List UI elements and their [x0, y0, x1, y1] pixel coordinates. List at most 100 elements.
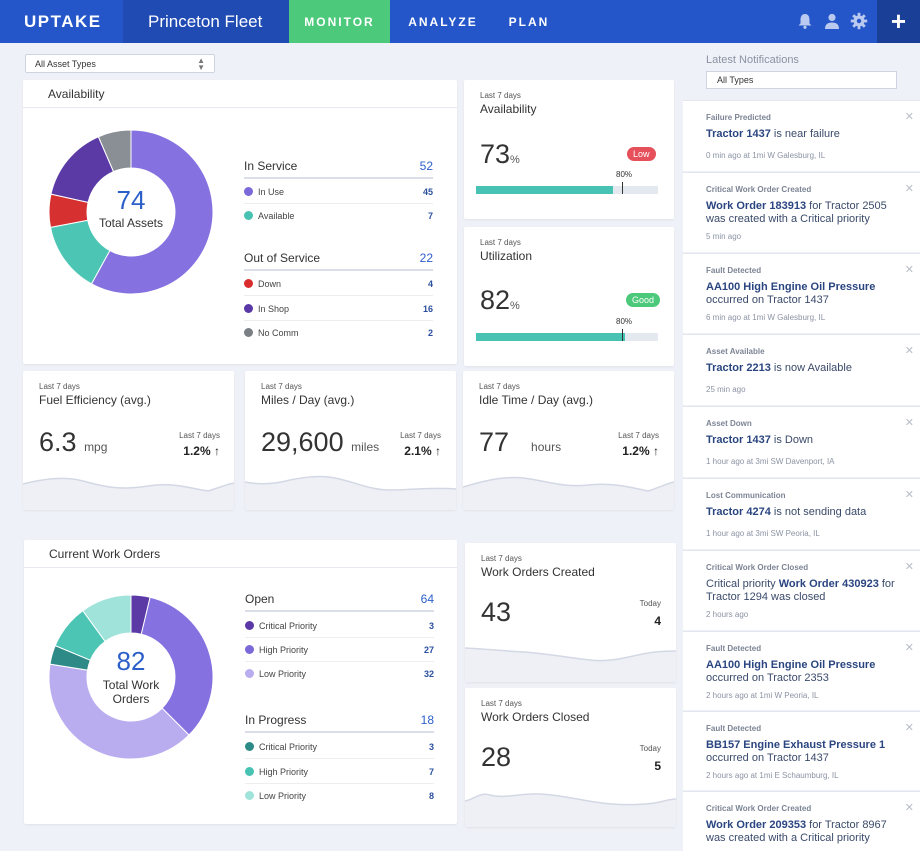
open-count: 64 [420, 592, 434, 606]
notification-item[interactable]: Fault Detected AA100 High Engine Oil Pre… [683, 631, 920, 710]
close-icon[interactable]: ✕ [904, 417, 914, 429]
donut-slice[interactable] [82, 594, 132, 643]
list-item[interactable]: Low Priority 8 [245, 784, 434, 808]
notification-subject[interactable]: BB157 Engine Exhaust Pressure 1 [706, 739, 886, 751]
priority-dot [245, 742, 254, 751]
period-label: Last 7 days [480, 238, 521, 247]
close-icon[interactable]: ✕ [904, 489, 914, 501]
status-dot [244, 187, 253, 196]
close-icon[interactable]: ✕ [904, 345, 914, 357]
notification-subject[interactable]: Work Order 430923 [778, 578, 879, 590]
notification-type: Asset Available [706, 347, 765, 356]
notification-item[interactable]: Asset Down Tractor 1437 is Down 1 hour a… [683, 406, 920, 477]
tab-plan[interactable]: PLAN [508, 14, 550, 29]
asset-type-select[interactable]: All Asset Types ▲ ▼ [25, 54, 215, 73]
list-item[interactable]: High Priority 27 [245, 638, 434, 662]
target-label: 80% [616, 170, 633, 179]
donut-slice[interactable] [97, 129, 132, 173]
close-icon[interactable]: ✕ [904, 642, 914, 654]
gear-icon[interactable] [850, 12, 868, 30]
notification-subject[interactable]: Tractor 4274 [706, 506, 771, 518]
notification-type: Critical Work Order Created [706, 185, 812, 194]
card-title: Work Orders Created [481, 565, 595, 579]
row-label: Down [258, 279, 282, 289]
notification-text: for Tractor 2505 was created with a Crit… [706, 200, 887, 225]
availability-number: 73 [480, 139, 511, 169]
metric-unit: miles [351, 440, 380, 454]
utilization-percent-card: Last 7 days Utilization 82% Good 80% [464, 227, 674, 366]
notification-message: Tractor 1437 is Down [706, 434, 896, 447]
notification-item[interactable]: Fault Detected BB157 Engine Exhaust Pres… [683, 711, 920, 790]
notification-subject[interactable]: Tractor 2213 [706, 362, 771, 374]
out-of-service-label: Out of Service [244, 251, 321, 265]
fleet-name[interactable]: Princeton Fleet [123, 0, 289, 43]
total-assets-label: Total Assets [98, 216, 164, 230]
notification-item[interactable]: Critical Work Order Created Work Order 2… [683, 791, 920, 851]
notification-item[interactable]: Asset Available Tractor 2213 is now Avai… [683, 334, 920, 405]
total-work-orders-label-1: Total Work [102, 678, 160, 692]
status-dot [244, 279, 253, 288]
metric-number: 77 [479, 427, 510, 457]
in-service-count: 52 [419, 159, 433, 173]
row-value: 32 [423, 669, 434, 679]
close-icon[interactable]: ✕ [904, 722, 914, 734]
notification-subject[interactable]: Tractor 1437 [706, 128, 771, 140]
list-item[interactable]: Low Priority 32 [245, 662, 434, 686]
notification-item[interactable]: Failure Predicted Tractor 1437 is near f… [683, 100, 920, 171]
user-icon[interactable] [823, 12, 841, 30]
availability-value: 73% [480, 139, 520, 170]
status-dot [244, 328, 253, 337]
uptake-logo[interactable]: UPTAKE [0, 0, 123, 43]
notification-meta: 6 min ago at 1mi W Galesburg, IL [706, 313, 826, 322]
target-marker [622, 182, 623, 194]
close-icon[interactable]: ✕ [904, 264, 914, 276]
notification-subject[interactable]: AA100 High Engine Oil Pressure [706, 659, 876, 671]
notification-meta: 2 hours ago at 1mi E Schaumburg, IL [706, 771, 839, 780]
notification-subject[interactable]: Work Order 209353 [706, 819, 807, 831]
notification-type: Critical Work Order Created [706, 804, 812, 813]
donut-slice[interactable] [140, 596, 214, 736]
notification-item[interactable]: Critical Work Order Closed Critical prio… [683, 550, 920, 630]
list-item[interactable]: No Comm 2 [244, 321, 433, 345]
list-item[interactable]: Down 4 [244, 272, 433, 296]
percent-unit: % [510, 154, 520, 166]
list-item[interactable]: In Use 45 [244, 180, 433, 204]
fuel-efficiency-card: Last 7 days Fuel Efficiency (avg.) 6.3 m… [23, 371, 234, 510]
add-button[interactable]: + [877, 0, 920, 43]
donut-slice[interactable] [90, 129, 214, 295]
idle-time-card: Last 7 days Idle Time / Day (avg.) 77 hou… [463, 371, 674, 510]
trend-value: 1.2% ↑ [143, 444, 220, 458]
notification-subject[interactable]: Tractor 1437 [706, 434, 771, 446]
notification-item[interactable]: Fault Detected AA100 High Engine Oil Pre… [683, 253, 920, 333]
close-icon[interactable]: ✕ [904, 183, 914, 195]
close-icon[interactable]: ✕ [904, 561, 914, 573]
notification-type-select[interactable]: All Types [706, 71, 897, 89]
notification-subject[interactable]: AA100 High Engine Oil Pressure [706, 281, 876, 293]
metric-unit: hours [531, 440, 562, 454]
close-icon[interactable]: ✕ [904, 111, 914, 123]
bell-icon[interactable] [796, 12, 814, 30]
notification-item[interactable]: Critical Work Order Created Work Order 1… [683, 172, 920, 252]
tab-analyze[interactable]: ANALYZE [408, 14, 478, 29]
arrow-up-icon: ↑ [214, 444, 220, 458]
work-orders-closed-value: 28 [481, 742, 512, 772]
work-orders-closed-card: Last 7 days Work Orders Closed 28 Today … [465, 688, 676, 827]
list-item[interactable]: Available 7 [244, 204, 433, 228]
notification-item[interactable]: Lost Communication Tractor 4274 is not s… [683, 478, 920, 549]
row-label: Critical Priority [259, 742, 318, 752]
notification-type: Failure Predicted [706, 113, 771, 122]
divider [244, 269, 433, 271]
list-item[interactable]: In Shop 16 [244, 297, 433, 321]
notification-message: Tractor 2213 is now Available [706, 362, 896, 375]
close-icon[interactable]: ✕ [904, 802, 914, 814]
divider [244, 177, 433, 179]
in-progress-label: In Progress [245, 713, 307, 727]
tab-monitor[interactable]: MONITOR [289, 0, 390, 43]
list-item[interactable]: High Priority 7 [245, 760, 434, 784]
list-item[interactable]: Critical Priority 3 [245, 614, 434, 638]
metric-number: 29,600 [261, 427, 344, 457]
list-item[interactable]: Critical Priority 3 [245, 735, 434, 759]
notification-subject[interactable]: Work Order 183913 [706, 200, 807, 212]
donut-slice[interactable] [48, 663, 190, 760]
work-orders-created-card: Last 7 days Work Orders Created 43 Today… [465, 543, 676, 682]
